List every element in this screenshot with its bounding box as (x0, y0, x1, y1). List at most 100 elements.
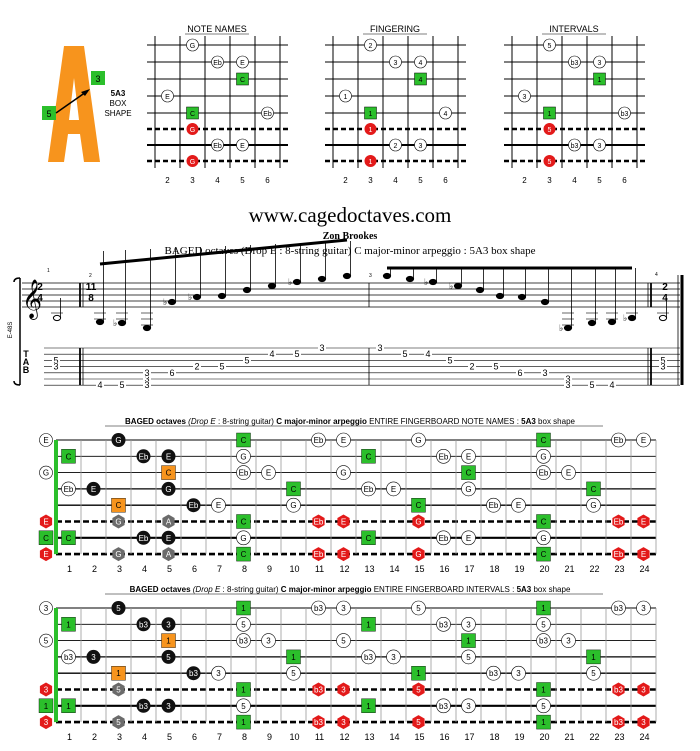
tab-fret-number: 5 (294, 349, 299, 359)
fret-number: 14 (389, 564, 399, 574)
tab-number-bg (143, 381, 151, 390)
tab-number-bg (446, 356, 454, 365)
note-label: 1 (541, 686, 546, 695)
shape-note-marker (86, 649, 101, 664)
note-marker (486, 665, 501, 681)
octave-note-marker (612, 547, 625, 562)
root-note-marker (586, 649, 601, 665)
root-note-marker (411, 498, 426, 513)
staff-note (192, 293, 202, 301)
open-string-label: 3 (44, 718, 49, 727)
note-label: G (590, 501, 596, 510)
note-marker (336, 432, 351, 448)
mini-fret-number: 4 (572, 176, 577, 185)
tab-fret-number: 2 (469, 362, 474, 372)
staff-note (607, 318, 617, 326)
fret-number: 18 (489, 732, 499, 742)
note-label: 3 (466, 620, 471, 629)
mini-fret-number: 4 (393, 176, 398, 185)
mini-fret-number: 2 (343, 176, 348, 185)
mini-root-marker (236, 72, 249, 86)
note-marker (461, 698, 476, 714)
mini-root-marker (364, 106, 377, 120)
staff-note (342, 272, 352, 280)
fret-number: 17 (464, 564, 474, 574)
pedal-note-marker (162, 547, 175, 562)
note-marker (461, 649, 476, 665)
tab-number-bg (659, 356, 667, 365)
note-label: b3 (489, 669, 498, 678)
mini-fret-number: 6 (265, 176, 270, 185)
tab-fret-number: 5 (402, 349, 407, 359)
measure-number: 4 (655, 272, 658, 278)
octave-note-marker (312, 547, 325, 562)
note-label: b3 (139, 702, 148, 711)
board-title-part: 5A3 (517, 585, 534, 594)
fret-number: 15 (414, 564, 424, 574)
open-string-label: 5 (44, 637, 49, 646)
note-marker (611, 432, 626, 448)
board-title-part: : 8-string guitar) (218, 417, 276, 426)
note-label: C (591, 485, 597, 494)
note-label: 3 (641, 604, 646, 613)
tab-fret-number: 3 (144, 374, 149, 384)
note-marker (411, 600, 426, 616)
mini-note-label: 1 (369, 159, 373, 166)
note-marker (411, 432, 426, 448)
board-title: BAGED octaves (Drop E : 8-string guitar)… (125, 417, 576, 426)
pedal-note-marker (162, 514, 175, 529)
open-string-marker (39, 633, 53, 648)
note-label: Eb (64, 485, 74, 494)
fret-number: 20 (539, 564, 549, 574)
note-marker (536, 465, 551, 480)
fret-number: 19 (514, 732, 524, 742)
tab-number-bg (168, 368, 176, 377)
note-label: 5 (116, 604, 121, 613)
note-marker (261, 465, 276, 480)
root-note-marker (61, 617, 76, 632)
tab-clef-letter: T (23, 349, 29, 359)
staff-note (627, 314, 637, 322)
tab-number-bg (52, 362, 60, 371)
note-label: 1 (291, 653, 296, 662)
tab-fret-number: 3 (565, 374, 570, 384)
note-label: C (241, 550, 247, 559)
pedal-note-marker (112, 514, 125, 529)
root-note-marker (236, 546, 251, 562)
fret-number: 7 (217, 732, 222, 742)
mini-note-dot (389, 138, 402, 152)
mini-note-label: 3 (419, 143, 423, 150)
tab-number-bg (318, 344, 326, 352)
note-marker (361, 481, 376, 497)
octave-note-marker (637, 715, 650, 730)
root-note-marker (61, 698, 76, 713)
note-label: b3 (314, 604, 323, 613)
staff-note (52, 314, 62, 322)
shape-root-marker (161, 465, 176, 480)
note-label: G (340, 469, 346, 478)
note-label: Eb (614, 550, 624, 559)
time-sig-start-num: 2 (37, 282, 43, 293)
shape-root-marker (111, 498, 126, 513)
mini-fret-number: 6 (622, 176, 627, 185)
mini-note-dot (211, 55, 224, 69)
note-label: 5 (241, 702, 246, 711)
note-label: 5 (416, 718, 421, 727)
staff-note (428, 278, 438, 286)
open-string-marker (39, 547, 53, 562)
flat-accidental-icon: ♭ (559, 323, 563, 333)
note-marker (436, 448, 451, 464)
note-label: E (91, 485, 96, 494)
shape-note-marker (161, 698, 176, 713)
root-note-marker (536, 682, 551, 697)
root-note-marker (236, 514, 251, 529)
fret-number: 9 (267, 732, 272, 742)
octave-note-marker (312, 682, 325, 697)
mini-diagram-1: NOTE NAMES G Eb E C E C Eb G Eb E G 2 3 4 5 6 (147, 24, 288, 185)
fret-number: 5 (167, 564, 172, 574)
note-label: b3 (64, 653, 73, 662)
tab-fret-number: 4 (97, 380, 102, 390)
note-label: 1 (66, 702, 71, 711)
